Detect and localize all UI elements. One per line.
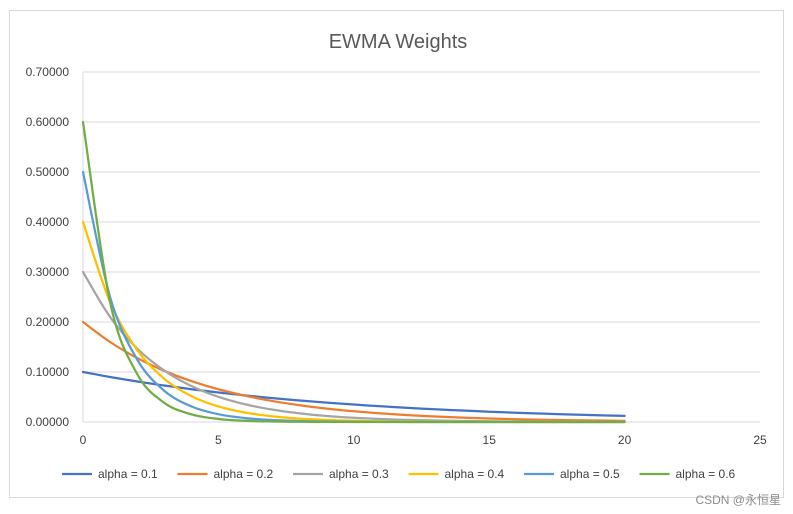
y-axis-ticks: 0.00000 0.10000 0.20000 0.30000 0.40000 0.500… bbox=[26, 65, 70, 429]
x-tick-label: 20 bbox=[618, 433, 632, 447]
watermark: CSDN @永恒星 bbox=[695, 493, 781, 507]
series-line-1 bbox=[81, 370, 626, 418]
legend-item: alpha = 0.4 bbox=[408, 467, 505, 481]
x-tick-label: 5 bbox=[215, 433, 222, 447]
legend: alpha = 0.1 alpha = 0.2 alpha = 0.3 alpha =… bbox=[62, 467, 736, 481]
series-lines bbox=[81, 120, 626, 424]
x-tick-label: 10 bbox=[347, 433, 361, 447]
chart-svg: EWMA Weights 0.00000 0.10000 0.20000 0.3000… bbox=[26, 31, 767, 481]
y-tick-label: 0.40000 bbox=[26, 215, 70, 229]
chart-frame: EWMA Weights 0.00000 0.10000 0.20000 0.3000… bbox=[9, 10, 784, 498]
legend-item: alpha = 0.3 bbox=[293, 467, 389, 481]
legend-item: alpha = 0.1 bbox=[62, 467, 158, 481]
gridlines bbox=[82, 71, 760, 423]
series-line-3 bbox=[81, 270, 626, 424]
legend-label: alpha = 0.2 bbox=[214, 467, 274, 481]
legend-item: alpha = 0.5 bbox=[524, 467, 620, 481]
x-tick-label: 0 bbox=[80, 433, 87, 447]
legend-item: alpha = 0.6 bbox=[639, 467, 736, 481]
y-tick-label: 0.20000 bbox=[26, 315, 70, 329]
legend-label: alpha = 0.1 bbox=[98, 467, 158, 481]
y-tick-label: 0.60000 bbox=[26, 115, 70, 129]
chart-title: EWMA Weights bbox=[329, 31, 468, 53]
series-line-6 bbox=[81, 120, 626, 424]
y-tick-label: 0.00000 bbox=[26, 415, 70, 429]
legend-item: alpha = 0.2 bbox=[177, 467, 274, 481]
legend-label: alpha = 0.4 bbox=[445, 467, 505, 481]
x-axis-ticks: 0 5 10 15 20 25 bbox=[80, 433, 767, 447]
legend-label: alpha = 0.5 bbox=[560, 467, 620, 481]
legend-label: alpha = 0.3 bbox=[329, 467, 389, 481]
y-tick-label: 0.50000 bbox=[26, 165, 70, 179]
x-tick-label: 15 bbox=[483, 433, 497, 447]
y-tick-label: 0.10000 bbox=[26, 365, 70, 379]
x-tick-label: 25 bbox=[753, 433, 767, 447]
series-line-2 bbox=[81, 320, 626, 422]
y-tick-label: 0.70000 bbox=[26, 65, 70, 79]
legend-label: alpha = 0.6 bbox=[676, 467, 736, 481]
y-tick-label: 0.30000 bbox=[26, 265, 70, 279]
